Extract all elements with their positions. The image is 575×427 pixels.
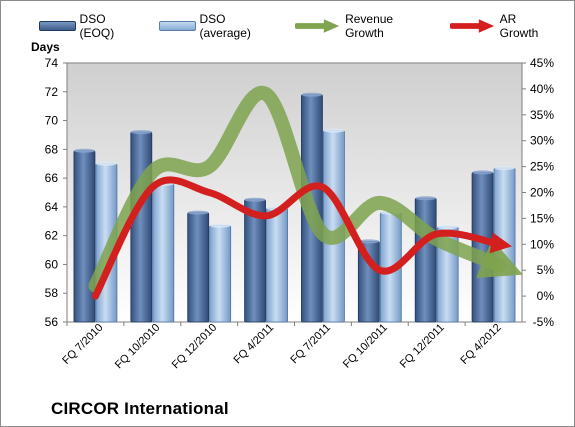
right-tick-label-10: 45% bbox=[530, 56, 554, 70]
left-tick-label-58: 58 bbox=[45, 286, 59, 300]
bar-top-dso-average-2 bbox=[209, 223, 231, 228]
bar-dso-eoq-1 bbox=[130, 131, 153, 323]
x-tick-label-1: FQ 10/2010 bbox=[113, 322, 163, 372]
bar-dso-eoq-7 bbox=[471, 171, 494, 323]
bar-top-dso-eoq-2 bbox=[187, 210, 209, 215]
bar-top-dso-eoq-5 bbox=[358, 239, 380, 244]
bar-top-dso-average-7 bbox=[494, 166, 516, 171]
right-tick-label-6: 25% bbox=[530, 160, 554, 174]
x-tick-label-6: FQ 12/2011 bbox=[398, 322, 447, 371]
bar-dso-eoq-6 bbox=[414, 197, 437, 323]
legend: DSO (EOQ) DSO (average) Revenue Growth A… bbox=[39, 12, 574, 40]
legend-arrow-revenue-growth bbox=[294, 19, 340, 33]
x-tick-label-7: FQ 4/2012 bbox=[458, 322, 503, 367]
left-tick-label-64: 64 bbox=[45, 200, 59, 214]
legend-item-revenue-growth: Revenue Growth bbox=[294, 12, 432, 40]
bar-top-dso-eoq-0 bbox=[73, 148, 95, 153]
left-tick-label-62: 62 bbox=[45, 229, 59, 243]
x-tick-label-0: FQ 7/2010 bbox=[60, 322, 105, 367]
left-tick-label-70: 70 bbox=[45, 114, 59, 128]
legend-label-dso-average: DSO (average) bbox=[199, 12, 251, 40]
legend-label-dso-eoq: DSO (EOQ) bbox=[79, 12, 115, 40]
right-tick-label-1: 0% bbox=[537, 289, 555, 303]
x-tick-label-2: FQ 12/2010 bbox=[170, 322, 220, 372]
bar-top-dso-eoq-7 bbox=[472, 170, 494, 175]
bar-dso-eoq-2 bbox=[187, 212, 210, 323]
left-tick-label-72: 72 bbox=[45, 85, 59, 99]
bar-top-dso-eoq-6 bbox=[415, 196, 437, 201]
legend-swatch-dso-average bbox=[158, 21, 196, 31]
legend-swatch-dso-eoq bbox=[39, 21, 76, 31]
bar-top-dso-eoq-4 bbox=[301, 92, 323, 97]
legend-label-ar-growth: AR Growth bbox=[499, 12, 539, 40]
line-revenue-growth bbox=[88, 86, 523, 293]
x-tick-label-3: FQ 4/2011 bbox=[232, 322, 277, 367]
legend-item-dso-eoq: DSO (EOQ) bbox=[39, 12, 141, 40]
right-tick-label-2: 5% bbox=[537, 263, 555, 277]
line-ar-growth bbox=[91, 176, 512, 300]
lines-layer bbox=[88, 86, 523, 300]
x-tick-label-5: FQ 10/2011 bbox=[341, 322, 390, 371]
right-tick-label-7: 30% bbox=[530, 134, 554, 148]
bar-dso-average-2 bbox=[209, 225, 232, 323]
x-tick-label-4: FQ 7/2011 bbox=[288, 322, 333, 367]
bar-dso-average-3 bbox=[266, 207, 288, 323]
right-tick-label-9: 40% bbox=[530, 82, 554, 96]
right-tick-label-4: 15% bbox=[530, 211, 554, 225]
left-tick-label-74: 74 bbox=[45, 56, 59, 70]
bar-top-dso-eoq-1 bbox=[130, 130, 152, 135]
left-tick-label-66: 66 bbox=[45, 171, 59, 185]
right-tick-label-5: 20% bbox=[530, 186, 554, 200]
legend-arrow-ar-growth bbox=[449, 19, 494, 33]
left-axis: 56 58 60 62 64 66 68 70 72 74 bbox=[45, 56, 67, 329]
left-tick-label-56: 56 bbox=[45, 315, 59, 329]
bar-top-dso-average-6 bbox=[437, 225, 459, 230]
bar-dso-average-1 bbox=[152, 183, 175, 323]
right-tick-label-3: 10% bbox=[530, 237, 554, 251]
left-axis-title: Days bbox=[31, 40, 60, 54]
legend-item-dso-average: DSO (average) bbox=[158, 12, 277, 40]
x-axis: FQ 7/2010 FQ 10/2010 FQ 12/2010 FQ 4/2011 FQ… bbox=[60, 322, 503, 372]
bar-top-dso-eoq-3 bbox=[244, 197, 266, 202]
company-title: CIRCOR International bbox=[51, 399, 229, 418]
bar-dso-eoq-0 bbox=[73, 150, 96, 323]
bar-top-dso-average-4 bbox=[323, 128, 345, 133]
left-tick-label-60: 60 bbox=[45, 257, 59, 271]
right-tick-label-8: 35% bbox=[530, 108, 554, 122]
left-tick-label-68: 68 bbox=[45, 142, 59, 156]
right-tick-label-0: -5% bbox=[533, 315, 555, 329]
right-axis: -5% 0% 5% 10% 15% 20% 25% 30% 35% 40% 45% bbox=[522, 56, 554, 329]
bar-top-dso-average-0 bbox=[95, 161, 117, 166]
legend-item-ar-growth: AR Growth bbox=[449, 12, 556, 40]
legend-label-revenue-growth: Revenue Growth bbox=[345, 12, 394, 40]
